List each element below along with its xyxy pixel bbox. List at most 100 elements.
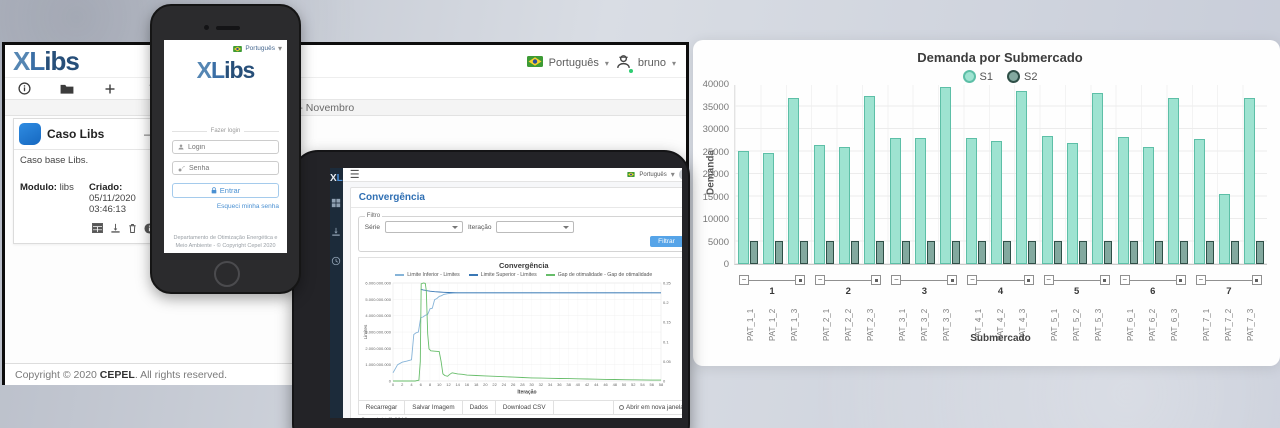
y-tick-label: 5000: [707, 236, 729, 248]
language-selector[interactable]: Português: [548, 57, 599, 69]
group-bracket[interactable]: −: [1119, 275, 1186, 285]
collapse-box[interactable]: −: [967, 275, 978, 285]
svg-text:0.1: 0.1: [663, 339, 669, 344]
svg-text:50: 50: [622, 382, 627, 387]
expand-box[interactable]: [871, 275, 882, 285]
checkbox[interactable]: [619, 405, 625, 410]
bar-s2: [1104, 241, 1113, 264]
group-bracket[interactable]: −: [815, 275, 882, 285]
folder-icon[interactable]: [60, 82, 74, 96]
group-bracket[interactable]: −: [1043, 275, 1110, 285]
group-bracket[interactable]: −: [1195, 275, 1262, 285]
phone-mockup: Português▾ XLibs Fazer login Entrar Esqu…: [150, 4, 301, 294]
svg-text:1.000.000.000: 1.000.000.000: [365, 362, 391, 367]
bar-chart-bars: [734, 85, 1267, 265]
iteracao-select[interactable]: [496, 221, 575, 233]
expand-box[interactable]: [1175, 275, 1186, 285]
plus-icon[interactable]: [103, 82, 117, 96]
line-chart-legend: Limite Inferior - Limites Limite Superior…: [359, 270, 682, 279]
legend-swatch: [468, 274, 478, 276]
bar-pair: [1166, 84, 1191, 264]
bar-s1: [1142, 147, 1154, 264]
chevron-down-icon: ▾: [277, 44, 282, 53]
svg-text:42: 42: [585, 382, 590, 387]
y-tick-label: 10000: [702, 214, 729, 225]
download-icon[interactable]: [331, 224, 341, 242]
bar-s2: [926, 241, 935, 264]
expand-box[interactable]: [947, 275, 958, 285]
expand-box[interactable]: [1023, 275, 1034, 285]
serie-select[interactable]: [384, 221, 463, 233]
phone-camera: [204, 25, 209, 30]
phone-home-button: [214, 261, 240, 287]
tablet-topbar: ☰ Português ▾ ▾: [342, 168, 682, 182]
collapse-box[interactable]: −: [891, 275, 902, 285]
legend-swatch: [962, 70, 976, 83]
bar-s1: [737, 151, 749, 264]
phone-language-selector[interactable]: Português ▾: [233, 44, 282, 53]
bar-pair: [735, 84, 760, 264]
xl-logo: XL: [330, 173, 343, 184]
grid-icon[interactable]: [331, 195, 341, 213]
key-icon: [178, 165, 185, 171]
svg-text:10: 10: [437, 382, 442, 387]
bar-s2: [977, 241, 986, 264]
svg-text:2: 2: [401, 382, 404, 387]
svg-text:52: 52: [631, 382, 636, 387]
submarket-group: −5 PAT_5_1 PAT_5_2 PAT_5_3: [1039, 275, 1115, 341]
password-input[interactable]: [189, 164, 269, 172]
bar-s2: [850, 241, 859, 264]
svg-text:36: 36: [557, 382, 562, 387]
user-menu[interactable]: bruno: [637, 57, 666, 69]
info-icon[interactable]: [17, 82, 31, 96]
bar-s2: [876, 241, 885, 264]
tablet-language-selector[interactable]: Português: [639, 171, 667, 178]
expand-box[interactable]: [1099, 275, 1110, 285]
login-button[interactable]: Entrar: [172, 183, 279, 198]
bar-pair: [1216, 84, 1241, 264]
group-number: 6: [1150, 286, 1156, 297]
bar-s2: [825, 241, 834, 264]
download-csv-button[interactable]: Download CSV: [496, 401, 554, 414]
xlibs-logo: XLibs: [13, 46, 80, 76]
breadcrumb-bar: › Estudos - Novembro: [5, 99, 686, 116]
clock-icon[interactable]: [331, 253, 341, 271]
collapse-box[interactable]: −: [1195, 275, 1206, 285]
login-input[interactable]: [188, 143, 268, 151]
svg-text:26: 26: [511, 382, 516, 387]
legend-swatch: [395, 274, 405, 276]
group-bracket[interactable]: −: [891, 275, 958, 285]
open-new-window-checkbox[interactable]: Abrir em nova janela: [613, 401, 682, 414]
bar-s1: [1193, 139, 1205, 264]
group-number: 5: [1073, 286, 1080, 297]
filter-button[interactable]: Filtrar: [650, 236, 682, 247]
collapse-box[interactable]: −: [815, 275, 826, 285]
download-icon[interactable]: [110, 223, 121, 237]
bar-pair: [786, 84, 811, 264]
collapse-box[interactable]: −: [1119, 275, 1130, 285]
dados-button[interactable]: Dados: [463, 401, 496, 414]
expand-box[interactable]: [795, 275, 806, 285]
bar-s2: [1129, 241, 1138, 264]
table-icon[interactable]: [92, 223, 103, 237]
svg-text:0.25: 0.25: [663, 281, 672, 286]
series-left: [392, 292, 661, 374]
bar-chart-legend: S1 S2: [733, 70, 1267, 83]
group-bracket[interactable]: −: [967, 275, 1034, 285]
tablet-sidebar: XL: [330, 168, 343, 418]
hamburger-menu-icon[interactable]: ☰: [349, 169, 360, 181]
phone-footer: Departamento de Otimização Energética e …: [173, 235, 278, 249]
expand-box[interactable]: [1251, 275, 1262, 285]
avatar[interactable]: [678, 169, 682, 180]
collapse-box[interactable]: −: [739, 275, 749, 285]
submarket-group: −3 PAT_3_1 PAT_3_2 PAT_3_3: [886, 275, 962, 341]
trash-icon[interactable]: [128, 223, 137, 237]
group-bracket[interactable]: −: [739, 275, 806, 285]
bar-s2: [901, 241, 910, 264]
forgot-password-link[interactable]: Esqueci minha senha: [216, 203, 279, 210]
collapse-box[interactable]: −: [1043, 275, 1054, 285]
login-divider: Fazer login: [172, 128, 279, 134]
filter-fieldset: Filtro Série Iteração Filtrar: [357, 213, 682, 252]
salvar-imagem-button[interactable]: Salvar Imagem: [405, 401, 463, 414]
recarregar-button[interactable]: Recarregar: [359, 401, 406, 414]
